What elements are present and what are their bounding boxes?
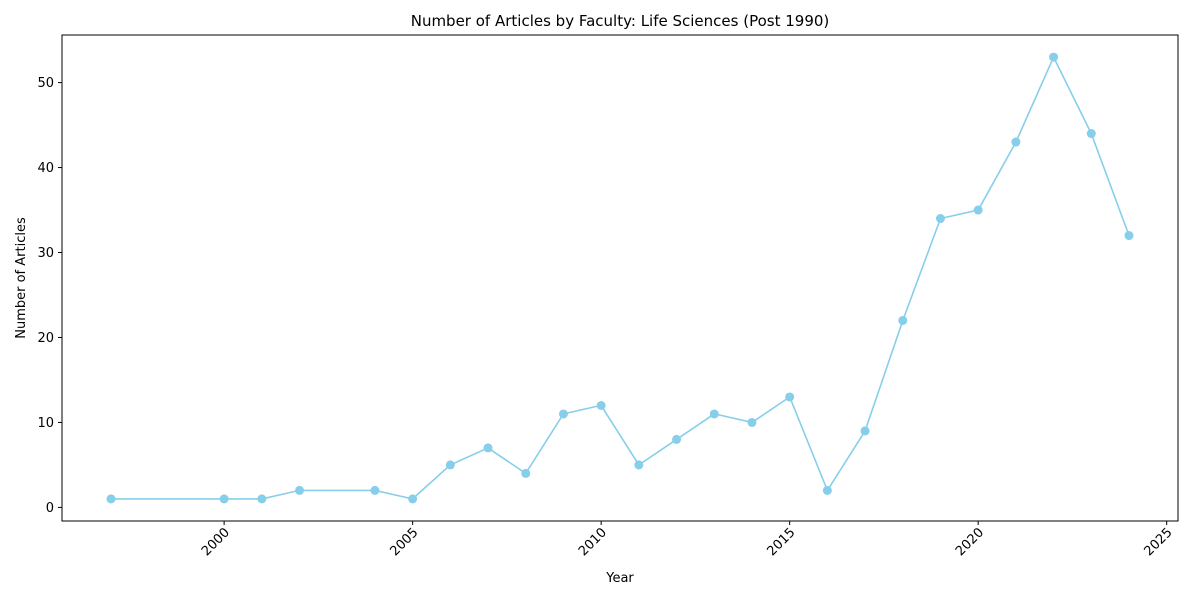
data-point (935, 214, 945, 224)
data-point (709, 409, 719, 419)
data-point (860, 426, 870, 436)
data-point (973, 205, 983, 215)
x-tick-label: 2000 (199, 525, 233, 559)
data-point (483, 443, 493, 453)
data-point (596, 400, 606, 410)
y-tick-label: 40 (37, 161, 54, 176)
data-point (295, 485, 305, 495)
data-point (521, 468, 531, 478)
series-line (111, 55, 1130, 500)
series-group (106, 52, 1134, 504)
data-point (370, 485, 380, 495)
data-point (672, 434, 682, 444)
x-tick-label: 2015 (764, 525, 798, 559)
data-point (1049, 52, 1059, 62)
data-point (558, 409, 568, 419)
data-point (785, 392, 795, 402)
data-point (106, 494, 116, 504)
data-point (219, 494, 229, 504)
data-point (445, 460, 455, 470)
y-tick-label: 10 (37, 416, 54, 431)
data-point (747, 417, 757, 427)
data-point (1124, 231, 1134, 241)
y-tick-label: 20 (37, 331, 54, 346)
x-axis-label: Year (605, 571, 634, 586)
x-tick-label: 2025 (1142, 525, 1176, 559)
data-point (408, 494, 418, 504)
y-axis-ticks: 0 10 20 30 40 50 (37, 76, 62, 516)
data-point (1086, 129, 1096, 139)
data-point (898, 315, 908, 325)
y-tick-label: 0 (46, 501, 54, 516)
plot-area-frame (61, 34, 1179, 522)
x-tick-label: 2005 (387, 525, 421, 559)
y-tick-label: 50 (37, 76, 54, 91)
data-point (257, 494, 267, 504)
data-point (822, 485, 832, 495)
x-tick-label: 2010 (576, 525, 610, 559)
y-axis-label: Number of Articles (14, 217, 29, 339)
x-axis-ticks: 2000 2005 2010 2015 2020 2025 (199, 521, 1176, 559)
x-tick-label: 2020 (953, 525, 987, 559)
y-tick-label: 30 (37, 246, 54, 261)
data-point (1011, 137, 1021, 147)
data-point (634, 460, 644, 470)
chart-title: Number of Articles by Faculty: Life Scie… (411, 12, 830, 30)
